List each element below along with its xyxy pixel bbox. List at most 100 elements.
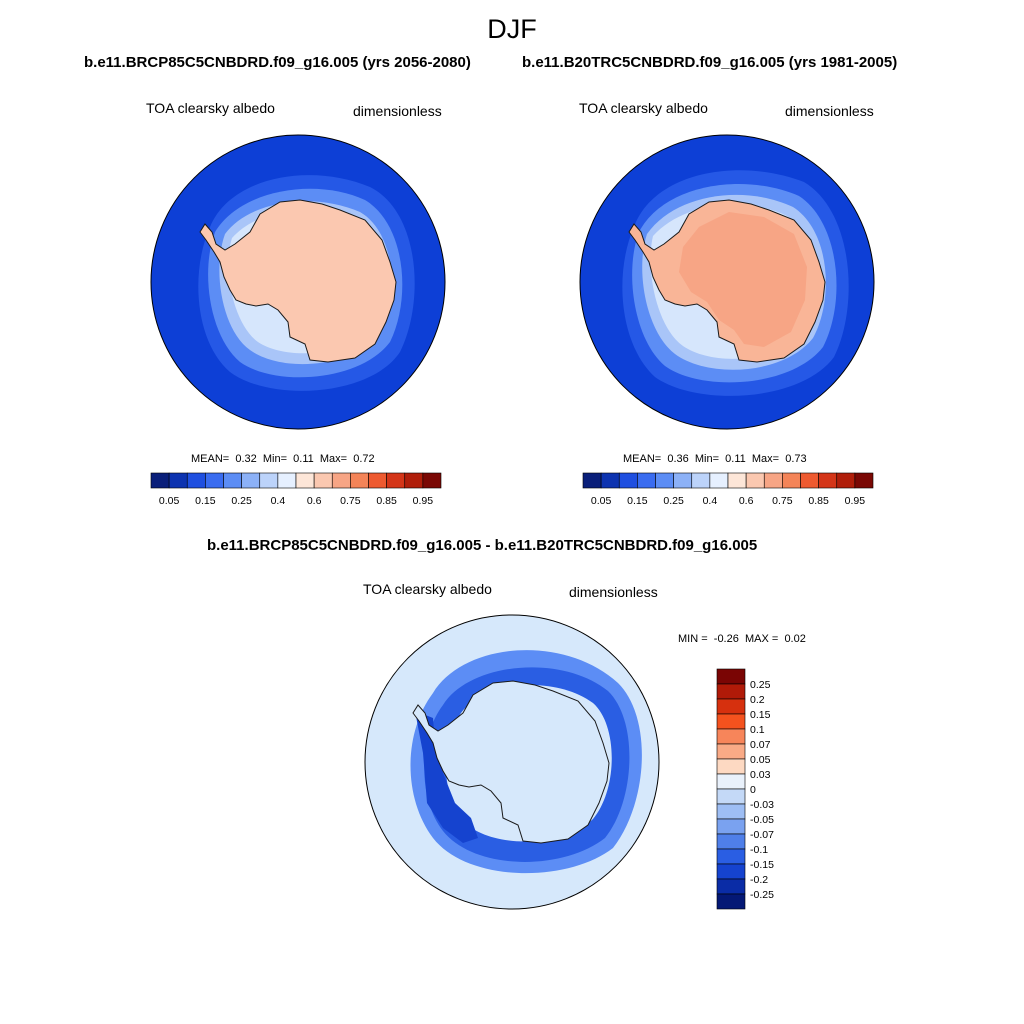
right-map-coastline bbox=[628, 199, 826, 363]
diff-colorbar-tick-label: -0.25 bbox=[750, 889, 774, 901]
left-map-coastline bbox=[199, 199, 397, 363]
left-colorbar-swatch bbox=[295, 472, 315, 489]
diff-colorbar-tick-label: 0 bbox=[750, 784, 756, 796]
diff-map-coastline bbox=[412, 680, 610, 844]
left-panel-units-label: dimensionless bbox=[353, 103, 442, 119]
right-mean-label: MEAN= bbox=[623, 453, 662, 465]
right-colorbar-tick-label: 0.75 bbox=[772, 495, 793, 507]
left-colorbar-swatch bbox=[368, 472, 387, 489]
right-colorbar-swatch bbox=[727, 472, 747, 489]
diff-colorbar-swatch bbox=[716, 848, 746, 865]
right-colorbar-swatch bbox=[763, 472, 783, 489]
right-max-label: Max= bbox=[751, 453, 780, 465]
right-min-value: 0.11 bbox=[725, 453, 746, 465]
left-colorbar-swatch bbox=[241, 472, 261, 489]
right-colorbar-swatch bbox=[691, 472, 711, 489]
right-colorbar-swatch bbox=[582, 472, 602, 489]
left-max-label: Max= bbox=[319, 453, 348, 465]
diff-map-sea-ice-loss-core bbox=[415, 711, 478, 843]
right-colorbar-swatch bbox=[673, 472, 693, 489]
diff-colorbar-swatch bbox=[716, 698, 746, 715]
right-polar-map bbox=[579, 134, 875, 430]
diff-colorbar-tick-label: 0.2 bbox=[750, 694, 765, 706]
right-colorbar-swatch bbox=[600, 472, 620, 489]
diff-colorbar-swatch bbox=[716, 863, 746, 880]
left-colorbar-swatch bbox=[313, 472, 333, 489]
left-colorbar-swatch bbox=[331, 472, 351, 489]
right-colorbar-tick-label: 0.6 bbox=[739, 495, 754, 507]
left-colorbar-swatch bbox=[404, 472, 424, 489]
right-panel-stats: MEAN= 0.36 Min= 0.11 Max= 0.73 bbox=[623, 453, 807, 465]
right-colorbar-swatch bbox=[818, 472, 838, 489]
left-panel-case-title: b.e11.BRCP85C5CNBDRD.f09_g16.005 (yrs 20… bbox=[84, 54, 471, 71]
left-colorbar-swatch bbox=[168, 472, 188, 489]
left-colorbar-swatch bbox=[386, 472, 406, 489]
right-colorbar-tick-label: 0.05 bbox=[591, 495, 612, 507]
diff-colorbar-tick-label: -0.05 bbox=[750, 814, 774, 826]
left-colorbar-swatch bbox=[277, 472, 297, 489]
right-colorbar-swatch bbox=[800, 472, 819, 489]
left-colorbar: 0.05 0.15 0.25 0.4 0.6 0.75 0.85 0.95 bbox=[150, 472, 442, 507]
diff-colorbar-tick-label: 0.25 bbox=[750, 679, 771, 691]
diff-panel-units-label: dimensionless bbox=[569, 584, 658, 600]
right-colorbar-swatch bbox=[782, 472, 801, 489]
diff-min-value: -0.26 bbox=[713, 633, 739, 645]
right-max-value: 0.73 bbox=[785, 453, 807, 465]
left-map-antarctica bbox=[200, 200, 396, 362]
diff-colorbar-tick-label: 0.07 bbox=[750, 739, 771, 751]
right-colorbar-tick-label: 0.85 bbox=[808, 495, 829, 507]
diff-colorbar-swatch bbox=[716, 833, 746, 850]
left-panel-variable-label: TOA clearsky albedo bbox=[146, 100, 275, 116]
diff-min-label: MIN = bbox=[678, 633, 708, 645]
left-colorbar-tick-label: 0.4 bbox=[271, 495, 286, 507]
left-colorbar-tick-label: 0.85 bbox=[376, 495, 397, 507]
right-colorbar-swatch bbox=[637, 472, 656, 489]
diff-colorbar-tick-label: 0.05 bbox=[750, 754, 771, 766]
right-colorbar-swatch bbox=[655, 472, 674, 489]
left-colorbar-tick-label: 0.6 bbox=[307, 495, 322, 507]
diff-colorbar-swatch bbox=[716, 668, 746, 685]
left-colorbar-tick-label: 0.75 bbox=[340, 495, 361, 507]
diff-colorbar-tick-label: -0.15 bbox=[750, 859, 774, 871]
diff-colorbar: 0.25 0.2 0.15 0.1 0.07 0.05 0.03 0 -0.03 -0.05 -0.… bbox=[716, 668, 774, 910]
right-panel-case-title: b.e11.B20TRC5CNBDRD.f09_g16.005 (yrs 198… bbox=[522, 54, 898, 71]
diff-colorbar-swatch bbox=[716, 713, 746, 730]
diff-colorbar-swatch bbox=[716, 683, 746, 700]
right-panel-units-label: dimensionless bbox=[785, 103, 874, 119]
right-colorbar-swatch bbox=[745, 472, 765, 489]
left-colorbar-swatch bbox=[350, 472, 369, 489]
diff-colorbar-tick-label: -0.03 bbox=[750, 799, 774, 811]
right-map-antarctica-interior bbox=[679, 212, 807, 347]
left-colorbar-swatch bbox=[186, 472, 206, 489]
left-colorbar-swatch bbox=[205, 472, 224, 489]
left-mean-label: MEAN= bbox=[191, 453, 230, 465]
left-panel-stats: MEAN= 0.32 Min= 0.11 Max= 0.72 bbox=[191, 453, 375, 465]
right-colorbar-tick-label: 0.15 bbox=[627, 495, 648, 507]
diff-panel-stats: MIN = -0.26 MAX = 0.02 bbox=[678, 633, 806, 645]
diff-colorbar-swatch bbox=[716, 878, 746, 895]
left-max-value: 0.72 bbox=[353, 453, 375, 465]
diff-colorbar-swatch bbox=[716, 803, 746, 820]
diff-colorbar-tick-label: 0.1 bbox=[750, 724, 765, 736]
right-panel-variable-label: TOA clearsky albedo bbox=[579, 100, 708, 116]
left-polar-map bbox=[150, 134, 446, 430]
left-min-value: 0.11 bbox=[293, 453, 314, 465]
diff-panel-variable-label: TOA clearsky albedo bbox=[363, 581, 492, 597]
diff-colorbar-swatch bbox=[716, 758, 746, 775]
right-mean-value: 0.36 bbox=[667, 453, 689, 465]
left-mean-value: 0.32 bbox=[235, 453, 257, 465]
figure-season-title: DJF bbox=[487, 14, 537, 44]
diff-colorbar-swatch bbox=[716, 818, 746, 835]
right-colorbar-tick-label: 0.4 bbox=[703, 495, 718, 507]
diff-colorbar-tick-label: 0.03 bbox=[750, 769, 771, 781]
diff-colorbar-swatch bbox=[716, 743, 746, 760]
right-min-label: Min= bbox=[694, 453, 720, 465]
diff-panel-title: b.e11.BRCP85C5CNBDRD.f09_g16.005 - b.e11… bbox=[207, 537, 758, 554]
left-colorbar-tick-label: 0.15 bbox=[195, 495, 216, 507]
diff-colorbar-swatch bbox=[716, 893, 746, 910]
diff-colorbar-swatch bbox=[716, 728, 746, 745]
diff-colorbar-tick-label: 0.15 bbox=[750, 709, 771, 721]
left-colorbar-swatch bbox=[150, 472, 170, 489]
diff-colorbar-tick-label: -0.07 bbox=[750, 829, 774, 841]
diff-max-label: MAX = bbox=[744, 633, 779, 645]
